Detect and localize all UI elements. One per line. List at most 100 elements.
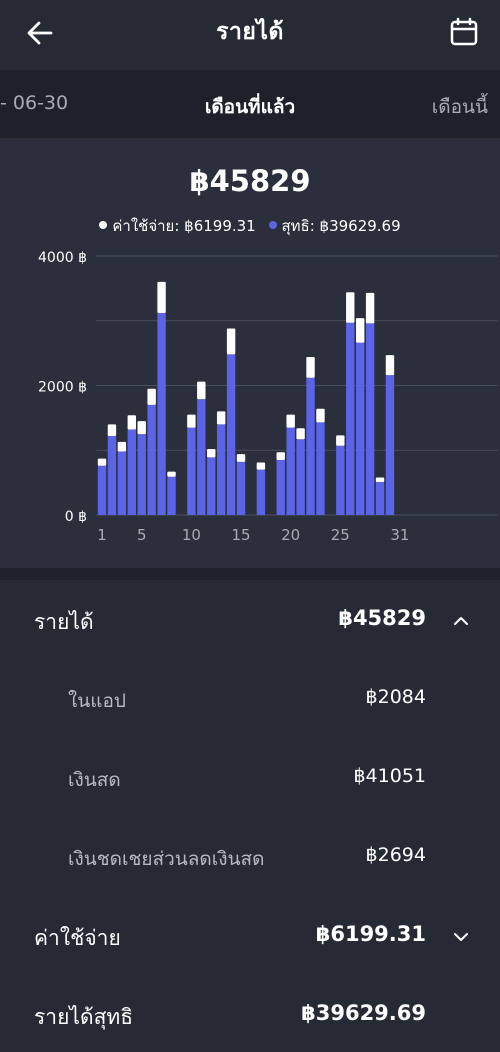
income-item-cash: เงินสด ฿41051: [0, 747, 500, 807]
legend-label-net: สุทธิ: ฿39629.69: [281, 217, 401, 235]
x-tick-label: 5: [137, 526, 147, 544]
bar-expense: [316, 408, 325, 423]
bar-expense: [167, 471, 176, 477]
bar-net: [127, 429, 136, 515]
bar-net: [365, 323, 375, 515]
bar-net: [117, 451, 127, 515]
bar-expense: [336, 435, 345, 446]
period-current-tab[interactable]: เดือนที่แล้ว: [204, 96, 296, 118]
x-tick-label: 15: [231, 526, 250, 544]
x-tick-label: 10: [182, 526, 201, 544]
bar-net: [147, 404, 156, 515]
bar-expense: [147, 388, 156, 405]
bar-net: [226, 354, 236, 515]
bar-net: [286, 427, 295, 515]
expense-row[interactable]: ค่าใช้จ่าย ฿6199.31: [0, 906, 500, 966]
bar-expense: [137, 421, 146, 435]
legend-item-expense: ค่าใช้จ่าย: ฿6199.31: [99, 214, 256, 238]
total-amount: ฿45829: [189, 164, 311, 198]
x-tick-label: 31: [390, 526, 409, 544]
bar-expense: [296, 428, 305, 440]
bar-expense: [346, 292, 355, 323]
income-item-cash-discount-compensation: เงินชดเชยส่วนลดเงินสด ฿2694: [0, 826, 500, 886]
bar-net: [216, 424, 226, 515]
income-item-in-app: ในแอป ฿2084: [0, 668, 500, 728]
bar-net: [157, 312, 166, 515]
calendar-button[interactable]: [446, 14, 482, 50]
calendar-icon: [450, 17, 478, 46]
bar-net: [107, 436, 117, 515]
net-income-label: รายได้สุทธิ: [34, 1005, 134, 1029]
bar-expense: [256, 462, 266, 470]
daily-income-chart: 4000 ฿2000 ฿0 ฿1 5 10 15 20 25 31: [38, 250, 498, 544]
bar-expense: [226, 328, 236, 355]
top-bar: รายได้: [0, 0, 500, 70]
x-tick-label: 25: [331, 526, 350, 544]
net-income-row: รายได้สุทธิ ฿39629.69: [0, 985, 500, 1045]
bar-net: [276, 459, 285, 515]
bar-net: [236, 461, 246, 515]
bar-expense: [97, 458, 107, 466]
bar-expense: [187, 414, 196, 428]
bar-expense: [236, 454, 246, 462]
in-app-label: ในแอป: [68, 690, 126, 712]
bar-net: [316, 422, 325, 515]
chart-legend: ค่าใช้จ่าย: ฿6199.31 สุทธิ: ฿39629.69: [0, 214, 500, 238]
bar-net: [296, 439, 305, 515]
net-income-value: ฿39629.69: [301, 1001, 426, 1025]
bar-net: [306, 377, 315, 515]
bar-expense: [157, 281, 166, 313]
x-tick-label: 20: [281, 526, 300, 544]
bar-net: [137, 434, 146, 515]
bar-expense: [127, 415, 136, 430]
back-button[interactable]: [22, 15, 58, 51]
bar-net: [336, 445, 345, 515]
legend-dot-expense: [99, 220, 108, 229]
bar-net: [355, 342, 365, 515]
bar-net: [207, 457, 216, 515]
legend-item-net: สุทธิ: ฿39629.69: [268, 214, 401, 238]
legend-label-expense: ค่าใช้จ่าย: ฿6199.31: [112, 217, 256, 235]
in-app-value: ฿2084: [365, 686, 426, 708]
cash-discount-compensation-label: เงินชดเชยส่วนลดเงินสด: [68, 848, 265, 870]
bar-net: [197, 399, 206, 515]
bar-net: [385, 375, 395, 515]
cash-value: ฿41051: [353, 765, 426, 787]
bar-net: [375, 481, 385, 515]
chevron-down-icon[interactable]: [452, 928, 470, 946]
bar-expense: [207, 448, 216, 458]
y-tick-label: 0 ฿: [65, 509, 87, 525]
bar-net: [187, 427, 196, 515]
bar-expense: [216, 411, 226, 425]
chevron-up-icon[interactable]: [452, 612, 470, 630]
y-tick-label: 4000 ฿: [38, 250, 87, 266]
cash-label: เงินสด: [68, 769, 121, 791]
period-prev-tab[interactable]: - 06-30: [0, 92, 69, 114]
bar-expense: [375, 477, 385, 482]
bar-expense: [107, 424, 117, 437]
bar-expense: [197, 381, 206, 400]
bar-net: [97, 465, 107, 515]
bar-expense: [276, 452, 285, 460]
income-row[interactable]: รายได้ ฿45829: [0, 590, 500, 650]
bar-expense: [385, 355, 395, 376]
bar-expense: [117, 441, 127, 452]
y-tick-label: 2000 ฿: [38, 380, 87, 396]
legend-dot-net: [268, 220, 277, 229]
bar-net: [256, 469, 266, 515]
bar-expense: [306, 357, 315, 378]
bar-expense: [365, 292, 375, 324]
bar-expense: [355, 318, 365, 343]
page-title: รายได้: [216, 19, 284, 45]
section-divider: [0, 568, 500, 580]
cash-discount-compensation-value: ฿2694: [365, 844, 426, 866]
arrow-left-icon: [27, 21, 53, 45]
period-selector: - 06-30 เดือนที่แล้ว เดือนนี้: [0, 70, 500, 138]
expense-value: ฿6199.31: [315, 922, 426, 946]
period-next-tab[interactable]: เดือนนี้: [431, 96, 488, 118]
x-tick-label: 1: [97, 526, 107, 544]
bar-net: [167, 476, 176, 515]
bar-net: [346, 322, 355, 515]
income-value: ฿45829: [338, 606, 426, 630]
expense-label: ค่าใช้จ่าย: [34, 926, 121, 950]
